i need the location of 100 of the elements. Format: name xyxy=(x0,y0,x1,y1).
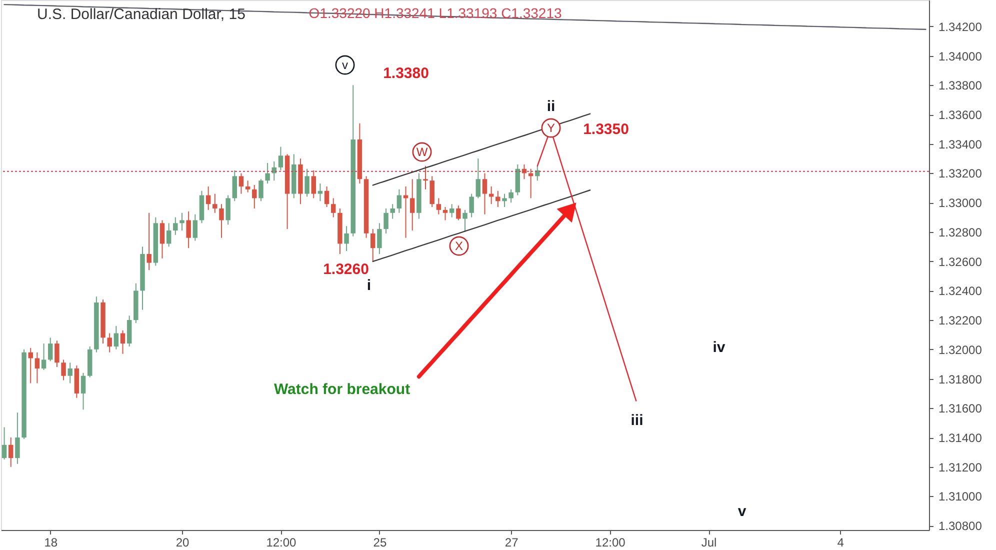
candlestick xyxy=(410,178,415,231)
candlestick xyxy=(449,204,454,218)
candlestick xyxy=(15,412,20,464)
candlestick xyxy=(377,222,382,254)
candlestick xyxy=(430,176,434,208)
candlestick xyxy=(496,190,500,208)
candlestick xyxy=(219,204,224,238)
candlestick xyxy=(226,194,230,226)
annotation: ii xyxy=(546,98,556,115)
y-tick-label: 1.31600 xyxy=(938,402,982,416)
candlestick xyxy=(304,168,310,198)
candlestick xyxy=(456,205,461,221)
chart-title: U.S. Dollar/Canadian Dollar, 15 xyxy=(37,6,246,23)
annotation: Y xyxy=(546,121,556,135)
candlestick xyxy=(390,204,395,220)
candlestick xyxy=(515,164,520,196)
y-tick-label: 1.34200 xyxy=(938,20,982,34)
annotation: X xyxy=(454,239,464,253)
y-tick-label: 1.31800 xyxy=(938,372,982,386)
candlestick xyxy=(80,372,86,410)
y-tick-label: 1.32600 xyxy=(938,254,982,269)
candlestick xyxy=(238,172,244,194)
annotation: v xyxy=(738,503,747,520)
candlestick xyxy=(2,426,7,460)
candlestick xyxy=(28,347,33,384)
y-tick-label: 1.31000 xyxy=(938,490,982,504)
candlestick xyxy=(173,216,178,236)
candlestick xyxy=(528,168,534,199)
x-tick-label: Jul xyxy=(701,536,717,550)
candlestick xyxy=(160,220,165,259)
annotation: iii xyxy=(630,412,644,429)
candlestick xyxy=(436,198,442,215)
candlestick xyxy=(462,209,468,232)
candlestick xyxy=(278,146,284,171)
x-tick-label: 20 xyxy=(176,536,190,550)
candlestick xyxy=(186,210,191,249)
y-tick-label: 1.32200 xyxy=(938,314,982,328)
candlestick xyxy=(114,325,119,350)
y-tick-label: 1.33400 xyxy=(938,137,982,152)
annotation: 1.3350 xyxy=(583,121,629,138)
y-tick-label: 1.33800 xyxy=(938,78,982,93)
candlestick xyxy=(469,193,474,218)
candlestick xyxy=(48,337,53,362)
y-tick-label: 1.33000 xyxy=(938,196,982,210)
annotation: W xyxy=(416,145,428,159)
candlestick xyxy=(502,193,507,208)
line-series xyxy=(4,4,926,30)
candlestick xyxy=(324,186,330,208)
candlestick xyxy=(344,226,349,252)
candlestick xyxy=(34,352,40,384)
annotation: 1.3260 xyxy=(323,261,369,278)
y-tick-label: 1.31200 xyxy=(938,460,982,474)
x-tick-label: 12:00 xyxy=(266,536,297,550)
annotation: i xyxy=(366,277,372,294)
annotation: iv xyxy=(712,339,726,356)
candlestick xyxy=(331,198,336,218)
candlestick xyxy=(384,208,388,234)
annotation: v xyxy=(342,58,348,72)
y-tick-label: 1.33200 xyxy=(938,166,982,181)
y-tick-label: 1.32800 xyxy=(938,225,982,240)
y-tick-label: 1.33600 xyxy=(938,108,982,122)
candlestick xyxy=(54,340,60,368)
candlestick xyxy=(423,165,428,190)
x-tick-label: 4 xyxy=(837,536,844,550)
candlestick xyxy=(508,188,514,204)
candlestick xyxy=(212,193,218,214)
candlestick xyxy=(265,162,270,184)
candlestick xyxy=(166,222,172,248)
candlestick xyxy=(192,214,198,242)
candlestick xyxy=(252,184,257,209)
candlestick xyxy=(8,437,14,468)
candlestick xyxy=(370,228,376,262)
candlestick xyxy=(258,178,264,202)
candlestick xyxy=(482,172,488,215)
x-tick-label: 12:00 xyxy=(595,536,626,550)
y-tick-label: 1.32000 xyxy=(938,342,982,357)
candlestick xyxy=(61,359,66,381)
x-tick-label: 25 xyxy=(373,536,387,550)
candlestick xyxy=(120,330,126,354)
candlestick xyxy=(442,206,448,221)
candlestick xyxy=(206,186,211,210)
candlestick xyxy=(476,158,481,199)
candlestick xyxy=(232,170,238,202)
y-tick-label: 1.30800 xyxy=(938,519,982,534)
candlestick xyxy=(68,362,72,384)
candlestick xyxy=(245,180,250,193)
candlestick xyxy=(146,212,152,271)
annotation: 1.3380 xyxy=(383,65,429,82)
y-tick-label: 1.32400 xyxy=(938,284,982,298)
y-tick-label: 1.31400 xyxy=(938,431,982,446)
candlestick xyxy=(318,183,323,202)
line-series xyxy=(372,190,591,262)
candlestick xyxy=(311,170,316,199)
x-tick-label: 18 xyxy=(44,536,58,550)
x-tick-label: 27 xyxy=(504,536,519,550)
y-tick-label: 1.34000 xyxy=(938,49,982,64)
candlestick xyxy=(396,188,402,214)
candlestick xyxy=(126,315,132,347)
candlestick xyxy=(180,212,184,231)
candlestick xyxy=(41,343,46,370)
